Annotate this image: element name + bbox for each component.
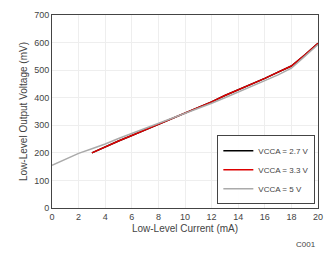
svg-text:Low-Level Output Voltage (mV): Low-Level Output Voltage (mV): [18, 42, 29, 181]
svg-text:300: 300: [34, 120, 49, 130]
svg-text:700: 700: [34, 10, 49, 20]
svg-text:Low-Level Current (mA): Low-Level Current (mA): [132, 223, 238, 234]
svg-text:VCCA = 2.7 V: VCCA = 2.7 V: [258, 147, 308, 156]
svg-text:100: 100: [34, 176, 49, 186]
svg-text:20: 20: [313, 212, 323, 222]
svg-text:400: 400: [34, 93, 49, 103]
svg-text:6: 6: [129, 212, 134, 222]
svg-text:8: 8: [156, 212, 161, 222]
svg-text:200: 200: [34, 148, 49, 158]
svg-text:2: 2: [76, 212, 81, 222]
svg-text:0: 0: [44, 203, 49, 213]
svg-text:4: 4: [103, 212, 108, 222]
svg-text:C001: C001: [296, 240, 316, 249]
svg-text:600: 600: [34, 38, 49, 48]
svg-text:VCCA = 3.3 V: VCCA = 3.3 V: [258, 166, 308, 175]
svg-text:0: 0: [49, 212, 54, 222]
svg-text:10: 10: [180, 212, 190, 222]
svg-text:18: 18: [286, 212, 296, 222]
svg-text:14: 14: [233, 212, 243, 222]
svg-text:VCCA = 5 V: VCCA = 5 V: [258, 185, 302, 194]
svg-text:12: 12: [207, 212, 217, 222]
svg-text:500: 500: [34, 65, 49, 75]
svg-text:16: 16: [260, 212, 270, 222]
